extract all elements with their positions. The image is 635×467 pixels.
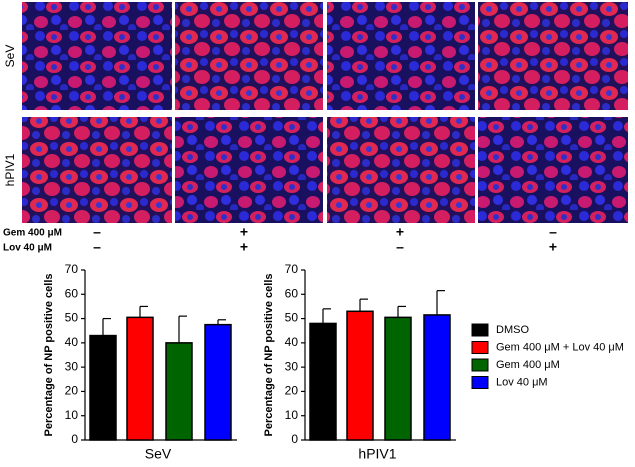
treatment-sign: – [93,224,101,240]
micrograph [327,2,475,110]
y-tick-label: 50 [285,311,299,325]
micrograph [22,117,172,223]
y-tick-label: 10 [65,408,79,422]
bar [423,314,451,441]
legend-label: DMSO [496,324,529,336]
legend-swatch [471,358,489,372]
y-tick-label: 30 [65,359,79,373]
y-tick-label: 40 [65,335,79,349]
micrographs [22,2,628,223]
treatment-sign: + [240,239,248,255]
y-tick-label: 0 [71,432,78,446]
bar [89,334,117,441]
bar [384,316,412,441]
y-tick-label: 10 [285,408,299,422]
bar [165,342,193,441]
y-tick-label: 20 [65,384,79,398]
micrograph [175,2,323,110]
bar [309,322,337,441]
y-tick-label: 70 [285,262,299,276]
row-label: SeV [3,45,17,68]
treatment-sign: – [549,224,557,240]
legend-swatch [471,323,489,337]
x-axis-label: hPIV1 [358,446,396,462]
x-axis-label: SeV [145,446,172,462]
treatment-sign: + [549,239,557,255]
treatment-sign: + [396,224,404,240]
y-tick-label: 60 [65,286,79,300]
treatment-sign: – [93,239,101,255]
treatment-label: Gem 400 μM [3,228,62,239]
y-tick-label: 70 [65,262,79,276]
y-tick-label: 40 [285,335,299,349]
bar [204,323,232,441]
y-tick-label: 30 [285,359,299,373]
micrograph [22,2,172,110]
treatment-sign: – [396,239,404,255]
legend-label: Gem 400 μM + Lov 40 μM [496,341,624,353]
bar [126,316,154,441]
y-tick-label: 50 [65,311,79,325]
row-label: hPIV1 [3,153,17,186]
micrograph [327,117,475,223]
legend-label: Gem 400 μM [496,359,560,371]
treatment-sign: + [240,224,248,240]
micrograph [478,117,628,223]
y-tick-label: 0 [291,432,298,446]
micrograph [478,2,628,110]
legend-swatch [471,341,489,354]
micrograph [175,117,323,223]
y-tick-label: 20 [285,384,299,398]
bar [346,310,374,441]
y-axis-label: Percentage of NP positive cells [263,273,275,436]
legend-label: Lov 40 μM [496,376,548,388]
y-axis-label: Percentage of NP positive cells [43,273,55,436]
y-tick-label: 60 [285,286,299,300]
legend-swatch [471,376,489,389]
treatment-label: Lov 40 μM [3,243,52,254]
